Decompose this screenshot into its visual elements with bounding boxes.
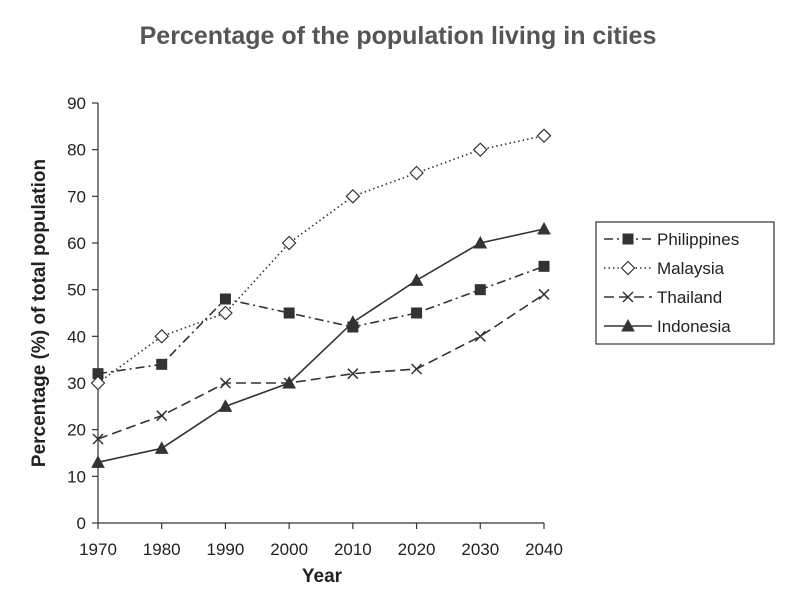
x-tick-label: 2010 (334, 540, 372, 559)
indonesia-point (537, 221, 551, 235)
series-layer (90, 128, 552, 468)
thailand-point (92, 433, 104, 445)
x-tick-label: 2040 (525, 540, 563, 559)
legend-marker (620, 260, 636, 276)
indonesia-point (154, 441, 169, 454)
malaysia-point (154, 328, 170, 344)
y-tick-label: 0 (77, 514, 86, 533)
legend-marker (622, 291, 634, 303)
thailand-point (538, 288, 550, 300)
philippines-point (156, 358, 168, 370)
philippines-point (219, 293, 231, 305)
malaysia-point (472, 142, 488, 158)
x-marker-stroke (538, 288, 550, 300)
legend-label: Philippines (657, 230, 739, 249)
y-tick-label: 50 (67, 281, 86, 300)
y-tick-label: 90 (67, 94, 86, 113)
y-tick-label: 10 (67, 467, 86, 486)
philippines-line (97, 265, 545, 375)
x-marker-stroke (347, 368, 359, 380)
legend-marker (622, 233, 634, 245)
malaysia-point (345, 188, 361, 204)
malaysia-line (97, 134, 545, 384)
y-tick-label: 70 (67, 187, 86, 206)
thailand-point (474, 330, 486, 342)
x-tick-label: 2000 (270, 540, 308, 559)
legend-item-malaysia: Malaysia (604, 259, 725, 278)
x-marker-stroke (411, 363, 423, 375)
malaysia-point (281, 235, 297, 251)
x-marker-stroke (622, 291, 634, 303)
y-tick-label: 60 (67, 234, 86, 253)
thailand-point (411, 363, 423, 375)
thailand-point (156, 410, 168, 422)
legend-marker (621, 318, 635, 332)
legend-label: Indonesia (657, 317, 731, 336)
y-axis-label: Percentage (%) of total population (29, 159, 50, 467)
thailand-point (219, 377, 231, 389)
philippines-point (283, 307, 295, 319)
x-marker-stroke (219, 377, 231, 389)
legend-item-indonesia: Indonesia (604, 317, 731, 336)
series-indonesia (91, 221, 551, 468)
indonesia-point (282, 375, 296, 389)
x-tick-label: 1980 (143, 540, 181, 559)
y-tick-label: 20 (67, 421, 86, 440)
series-malaysia (90, 128, 552, 391)
indonesia-point (473, 235, 488, 249)
indonesia-point (409, 273, 424, 286)
y-tick-label: 30 (67, 374, 86, 393)
chart-title: Percentage of the population living in c… (140, 22, 657, 50)
legend: Philippines Malaysia Thailand Indonesia (595, 221, 775, 345)
philippines-point (474, 284, 486, 296)
legend-label: Thailand (657, 288, 722, 307)
series-philippines (92, 260, 550, 380)
legend-item-philippines: Philippines (604, 230, 739, 249)
thailand-line (97, 293, 545, 440)
thailand-point (347, 368, 359, 380)
x-marker-stroke (156, 410, 168, 422)
legend-label: Malaysia (657, 259, 725, 278)
x-marker-stroke (474, 330, 486, 342)
x-tick-label: 2020 (398, 540, 436, 559)
indonesia-point (218, 399, 233, 412)
x-tick-label: 1970 (79, 540, 117, 559)
malaysia-point (90, 375, 106, 391)
philippines-point (411, 307, 423, 319)
malaysia-point (409, 165, 424, 181)
y-tick-label: 40 (67, 327, 86, 346)
x-marker-stroke (92, 433, 104, 445)
x-tick-label: 2030 (461, 540, 499, 559)
y-tick-label: 80 (67, 141, 86, 160)
x-axis-label: Year (302, 566, 343, 587)
indonesia-point (91, 455, 105, 468)
malaysia-point (218, 305, 233, 321)
philippines-point (538, 260, 550, 272)
indonesia-line (97, 228, 545, 464)
x-tick-label: 1990 (207, 540, 245, 559)
legend-item-thailand: Thailand (604, 288, 722, 307)
indonesia-point (346, 315, 360, 328)
malaysia-point (536, 128, 552, 144)
